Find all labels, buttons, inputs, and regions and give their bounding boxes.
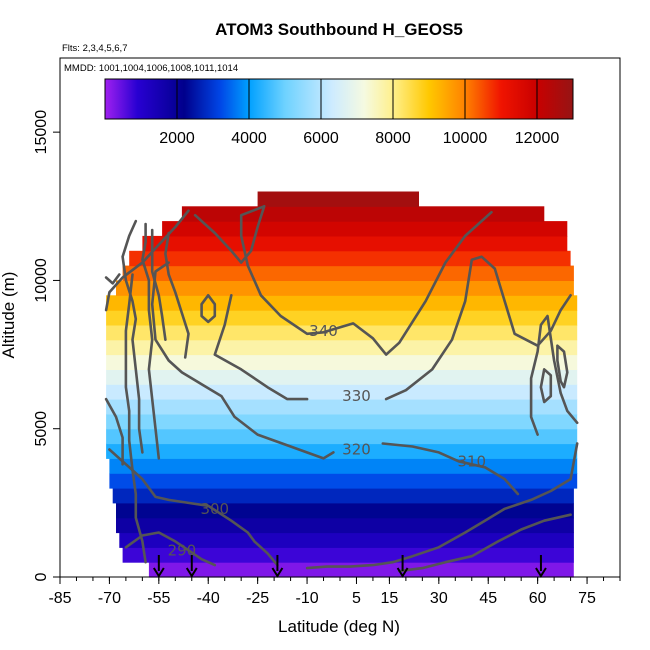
x-axis: -85 -70 -55 -40 -25 -10 5 15 30 45 60 75 [48, 576, 621, 607]
heatmap-row [162, 221, 568, 237]
contour-line [150, 228, 167, 341]
contour-line [398, 513, 572, 573]
x-axis-label: Latitude (deg N) [278, 617, 400, 636]
contour-line [381, 442, 520, 496]
contour-line [141, 222, 161, 460]
flight-arrow-head [535, 567, 547, 578]
heatmap-row [106, 339, 578, 356]
flight-arrow-head [271, 567, 284, 578]
chart-title: ATOM3 Southbound H_GEOS5 [215, 20, 463, 39]
heatmap-row [109, 458, 578, 474]
x-tick-label: -55 [147, 590, 170, 607]
contour-line [529, 314, 579, 436]
heatmap-row [106, 369, 578, 385]
x-tick-label: 30 [430, 590, 448, 607]
colorbar-tick-label: 2000 [159, 130, 195, 147]
contour-line [108, 448, 279, 567]
y-tick-label: 5000 [33, 411, 50, 447]
flight-arrow-head [185, 567, 198, 578]
contour-line [384, 255, 572, 401]
contour-label: 330 [342, 387, 371, 405]
y-axis: 0 5000 10000 15000 [33, 110, 60, 581]
contour-line [104, 397, 124, 466]
colorbar-tick-label: 12000 [515, 130, 560, 147]
x-tick-label: 60 [529, 590, 547, 607]
heatmap-row [112, 488, 574, 504]
contour-line [305, 442, 579, 570]
y-axis-label: Altitude (m) [0, 272, 18, 359]
contour-line [164, 231, 190, 359]
heatmap-row [129, 250, 571, 267]
x-tick-label: -25 [246, 590, 269, 607]
contour-line [121, 219, 144, 454]
contour-line [193, 205, 266, 264]
flight-arrows [152, 555, 547, 578]
contour-line [124, 531, 217, 567]
heatmap-row [106, 310, 578, 326]
heatmap-row [106, 295, 578, 311]
colorbar-ticks: 2000 4000 6000 8000 10000 12000 [159, 79, 559, 147]
contour-line [213, 294, 309, 401]
x-tick-label: -70 [98, 590, 121, 607]
heatmap-row [116, 517, 574, 534]
colorbar-tick-label: 10000 [443, 130, 488, 147]
flight-arrow-head [396, 567, 409, 578]
heatmap-row [106, 428, 578, 445]
heatmap-row [148, 562, 574, 578]
contour-line [200, 294, 217, 324]
heatmap-row [106, 413, 578, 430]
y-tick-label: 15000 [33, 110, 50, 155]
x-tick-label: 45 [479, 590, 497, 607]
contour-label: 310 [457, 452, 486, 470]
x-tick-label: -10 [295, 590, 318, 607]
heatmap-row [106, 443, 578, 459]
contour-line [556, 344, 569, 389]
contour-line [104, 273, 121, 285]
contour-line [150, 261, 335, 460]
flight-arrow-head [152, 567, 165, 578]
x-tick-label: -40 [197, 590, 220, 607]
x-tick-label: -85 [48, 590, 71, 607]
contour-label: 290 [168, 541, 197, 559]
colorbar [104, 78, 574, 120]
x-tick-label: 75 [578, 590, 596, 607]
heatmap-row [109, 473, 578, 489]
contour-line [539, 368, 553, 404]
heatmap-row [116, 280, 574, 296]
dates-subtitle: MMDD: 1001,1004,1006,1008,1011,1014 [64, 63, 238, 74]
contour-line [239, 205, 493, 356]
heatmap-layer [106, 191, 578, 578]
y-tick-label: 10000 [33, 258, 50, 303]
heatmap-row [122, 265, 574, 281]
colorbar-tick-label: 4000 [231, 130, 267, 147]
y-tick-label: 0 [33, 572, 50, 581]
heatmap-row [116, 502, 574, 519]
contour-layer: 340 330 320 310 300 290 [104, 205, 579, 573]
colorbar-tick-label: 8000 [375, 130, 411, 147]
contour-line [124, 273, 147, 564]
colorbar-tick-label: 6000 [303, 130, 339, 147]
heatmap-row [142, 235, 568, 252]
colorbar-gradient [104, 78, 574, 120]
x-tick-label: 5 [352, 590, 361, 607]
heatmap-row [106, 399, 578, 415]
heatmap-row [257, 191, 419, 207]
flights-subtitle: Flts: 2,3,4,5,6,7 [62, 43, 127, 54]
heatmap-row [106, 384, 578, 400]
heatmap-row [181, 206, 545, 222]
contour-label: 340 [309, 322, 338, 340]
x-tick-label: 15 [381, 590, 399, 607]
contour-label: 320 [342, 441, 371, 459]
contour-label: 300 [200, 500, 229, 518]
